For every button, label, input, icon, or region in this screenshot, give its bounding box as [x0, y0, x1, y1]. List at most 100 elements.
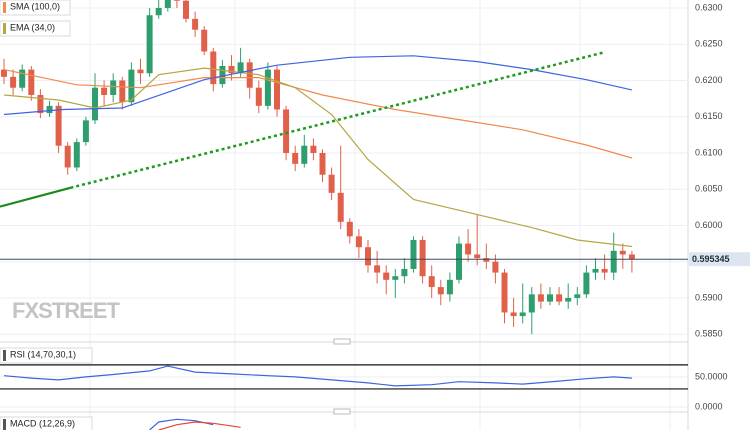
candle-body	[146, 15, 153, 74]
candle-body	[456, 243, 462, 280]
y-tick-label: 0.6050	[695, 184, 723, 194]
candle-body	[155, 7, 162, 16]
candle-body	[428, 276, 435, 288]
candle-body	[583, 272, 590, 295]
candle-body	[292, 152, 299, 164]
candle-body	[601, 268, 608, 273]
candle-body	[173, 0, 180, 1]
candle-body	[337, 192, 344, 222]
vertical-grid	[89, 0, 671, 430]
candle-body	[628, 254, 635, 260]
candle-body	[465, 243, 472, 255]
candle-body	[201, 29, 208, 52]
candle-body	[19, 69, 26, 88]
candle-body	[192, 18, 199, 30]
candle-body	[619, 250, 626, 255]
candle-body	[55, 105, 62, 146]
line-series	[3, 365, 632, 387]
candle-body	[1, 69, 7, 77]
resize-handle[interactable]	[333, 408, 351, 415]
macd-panel	[149, 418, 241, 430]
candle-body	[46, 105, 53, 114]
line-series	[158, 421, 241, 430]
candle-body	[264, 69, 271, 106]
candle-body	[274, 69, 280, 110]
price-axis: 0.6300 0.6250 0.6200 0.6150 0.6100 0.6050 0.60…	[689, 2, 750, 411]
candle-body	[219, 65, 226, 85]
candle-body	[592, 268, 599, 273]
last-price-label: 0.595345	[692, 254, 730, 264]
candle-body	[510, 312, 517, 317]
overlay: SMA (100,0) EMA (34,0) RSI (14,70,30,1) MAC…	[0, 0, 93, 430]
candle-body	[483, 258, 490, 262]
y-tick-label: 0.6150	[695, 111, 723, 121]
candle-body	[283, 109, 290, 153]
panel-title-swatch	[3, 419, 6, 430]
legend-label: SMA (100,0)	[10, 1, 60, 11]
candle-body	[255, 87, 262, 106]
trendline	[70, 50, 605, 190]
line-series	[3, 69, 633, 159]
candle-body	[383, 272, 390, 280]
y-tick-label: 0.5850	[695, 329, 723, 339]
panel-title: RSI (14,70,30,1)	[10, 349, 76, 359]
candle-body	[565, 297, 572, 302]
candle-body	[556, 294, 563, 302]
legend-label: EMA (34,0)	[10, 22, 55, 32]
panel-title: MACD (12,26,9)	[10, 418, 75, 428]
candle-body	[301, 145, 308, 164]
y-tick-label: 0.0000	[695, 401, 723, 411]
rsi-panel	[0, 364, 688, 408]
legend-box	[0, 0, 71, 16]
y-tick-label: 0.6200	[695, 75, 723, 85]
candle-body	[28, 69, 35, 95]
candle-body	[110, 80, 117, 95]
candle-body	[437, 287, 444, 295]
candle-body	[610, 250, 617, 273]
y-tick-label: 0.5900	[695, 292, 723, 302]
candle-body	[210, 51, 217, 85]
panel-title-swatch	[3, 350, 6, 361]
candle-body	[528, 294, 535, 313]
y-tick-label: 0.6000	[695, 220, 723, 230]
y-tick-label: 0.6250	[695, 39, 723, 49]
candle-body	[501, 272, 508, 313]
price-panel: FXSTREET	[0, 0, 688, 335]
candle-body	[164, 0, 171, 8]
candle-body	[446, 279, 453, 295]
y-tick-label: 0.6100	[695, 147, 723, 157]
candle-body	[246, 62, 253, 88]
candle-body	[92, 87, 98, 121]
candle-body	[474, 254, 481, 259]
y-tick-label: 0.6300	[695, 2, 723, 12]
legend-swatch	[3, 23, 6, 34]
candle-body	[37, 94, 44, 114]
candle-body	[492, 261, 499, 273]
candle-body	[310, 145, 317, 153]
candle-body	[410, 239, 417, 269]
candle-body	[346, 221, 353, 237]
y-tick-label: 50.0000	[695, 371, 728, 381]
candle-body	[237, 62, 244, 74]
legend-box	[0, 20, 71, 37]
candle-body	[401, 268, 408, 277]
resize-handle[interactable]	[333, 338, 351, 345]
candle-body	[128, 69, 135, 103]
watermark: FXSTREET	[12, 298, 120, 323]
candle-body	[82, 120, 89, 143]
panel-title-box	[0, 347, 93, 364]
candle-body	[355, 236, 362, 248]
candle-body	[328, 174, 335, 193]
trendline	[0, 186, 71, 208]
candle-body	[73, 142, 80, 168]
candle-body	[374, 265, 381, 273]
candle-body	[64, 145, 71, 168]
last-price-box	[689, 252, 750, 267]
candle-body	[537, 294, 544, 302]
candle-body	[574, 294, 581, 298]
panel-title-box	[0, 416, 93, 430]
legend-swatch	[3, 2, 6, 13]
candle-body	[10, 76, 17, 88]
candle-body	[319, 152, 326, 175]
